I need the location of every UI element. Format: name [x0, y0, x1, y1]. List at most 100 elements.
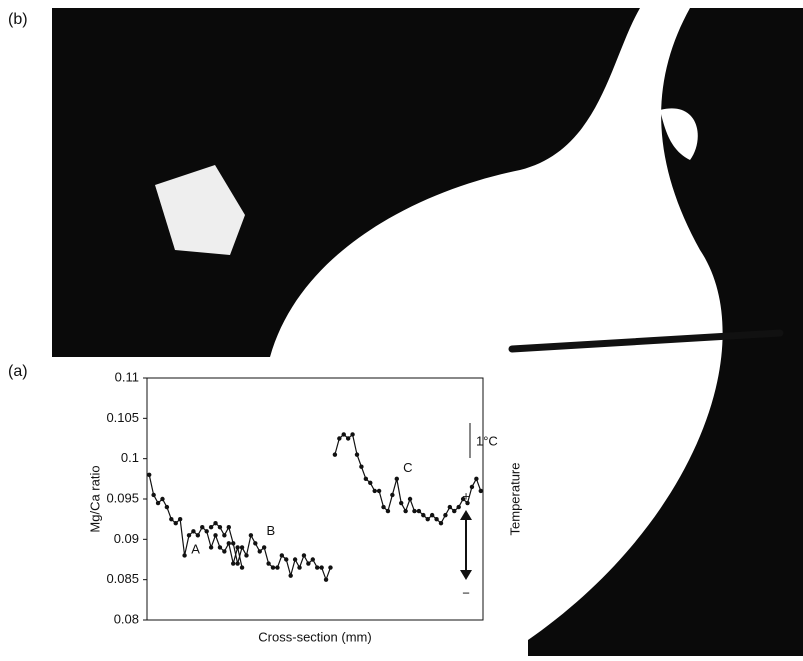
data-point	[191, 529, 196, 534]
data-point	[213, 533, 218, 538]
y-tick-label: 0.085	[106, 571, 139, 586]
data-point	[239, 565, 245, 570]
data-point	[297, 565, 302, 570]
data-point	[186, 533, 192, 538]
data-point	[469, 484, 475, 490]
data-point	[368, 480, 373, 486]
data-point	[301, 553, 307, 558]
scale-label: 1°C	[476, 433, 498, 448]
y-tick-label: 0.11	[115, 369, 139, 384]
data-point	[248, 533, 254, 538]
data-point	[438, 521, 444, 526]
data-point	[217, 545, 223, 550]
data-point	[292, 557, 298, 562]
data-point	[332, 452, 338, 457]
data-point	[478, 488, 483, 494]
plus-label: +	[462, 488, 470, 503]
data-point	[270, 565, 276, 570]
data-point	[390, 492, 395, 498]
series-line	[148, 474, 243, 568]
y-tick-label: 0.09	[114, 531, 139, 546]
data-point	[403, 508, 408, 514]
data-point	[151, 492, 156, 498]
data-point	[372, 488, 377, 494]
data-point	[416, 508, 422, 514]
y-tick-label: 0.08	[114, 611, 139, 626]
specimen	[270, 8, 723, 640]
data-point	[385, 508, 391, 514]
data-point	[328, 565, 333, 570]
data-point	[253, 541, 258, 546]
data-point	[350, 432, 355, 437]
data-point	[306, 561, 311, 566]
data-point	[155, 500, 161, 506]
inclusion	[660, 108, 698, 160]
data-point	[474, 476, 479, 482]
series-line	[210, 522, 332, 582]
data-point	[173, 521, 178, 526]
data-point	[244, 553, 249, 558]
data-point	[235, 561, 240, 566]
data-point	[226, 525, 231, 530]
data-point	[204, 529, 209, 534]
data-point	[261, 545, 267, 550]
series-label: C	[403, 460, 412, 475]
data-point	[341, 432, 346, 437]
series-label: B	[266, 523, 275, 538]
data-point	[319, 565, 324, 570]
data-point	[345, 436, 351, 441]
minus-label: −	[462, 585, 470, 600]
data-point	[200, 525, 205, 530]
data-point	[160, 496, 165, 502]
data-point	[376, 488, 382, 494]
y-axis-label: Mg/Ca ratio	[87, 465, 102, 532]
data-point	[407, 496, 413, 502]
data-point	[354, 452, 360, 457]
data-point	[208, 545, 214, 550]
data-point	[443, 512, 448, 518]
data-point	[363, 476, 369, 482]
data-point	[182, 553, 187, 558]
data-point	[226, 541, 231, 546]
data-point	[222, 549, 227, 554]
data-point	[279, 553, 285, 558]
y-tick-label: 0.095	[106, 490, 139, 505]
data-point	[429, 512, 435, 518]
data-point	[412, 508, 417, 514]
data-point	[452, 508, 457, 514]
data-point	[460, 496, 466, 502]
data-point	[213, 521, 218, 526]
data-point	[288, 573, 293, 578]
right-label: Temperature	[507, 463, 522, 536]
inclusion	[155, 165, 245, 255]
data-point	[235, 545, 240, 550]
data-point	[147, 472, 152, 477]
data-point	[284, 557, 289, 562]
series-label: A	[191, 541, 200, 556]
data-point	[231, 541, 236, 546]
data-point	[169, 516, 174, 522]
data-point	[164, 504, 170, 510]
data-point	[425, 516, 430, 522]
panel-label: (a)	[8, 363, 28, 380]
data-point	[177, 516, 183, 522]
data-point	[394, 476, 399, 482]
data-point	[217, 525, 223, 530]
data-point	[239, 545, 245, 550]
chart-background	[0, 357, 528, 656]
data-point	[266, 561, 271, 566]
data-point	[421, 512, 426, 518]
y-tick-label: 0.105	[106, 410, 139, 425]
data-point	[310, 557, 315, 562]
data-point	[208, 525, 214, 530]
data-point	[222, 533, 227, 538]
data-point	[257, 549, 262, 554]
data-point	[465, 500, 470, 506]
data-point	[315, 565, 320, 570]
data-point	[434, 516, 439, 522]
data-point	[399, 500, 404, 506]
panel-label: (b)	[8, 11, 28, 28]
y-tick-label: 0.1	[121, 450, 139, 465]
data-point	[456, 504, 461, 510]
